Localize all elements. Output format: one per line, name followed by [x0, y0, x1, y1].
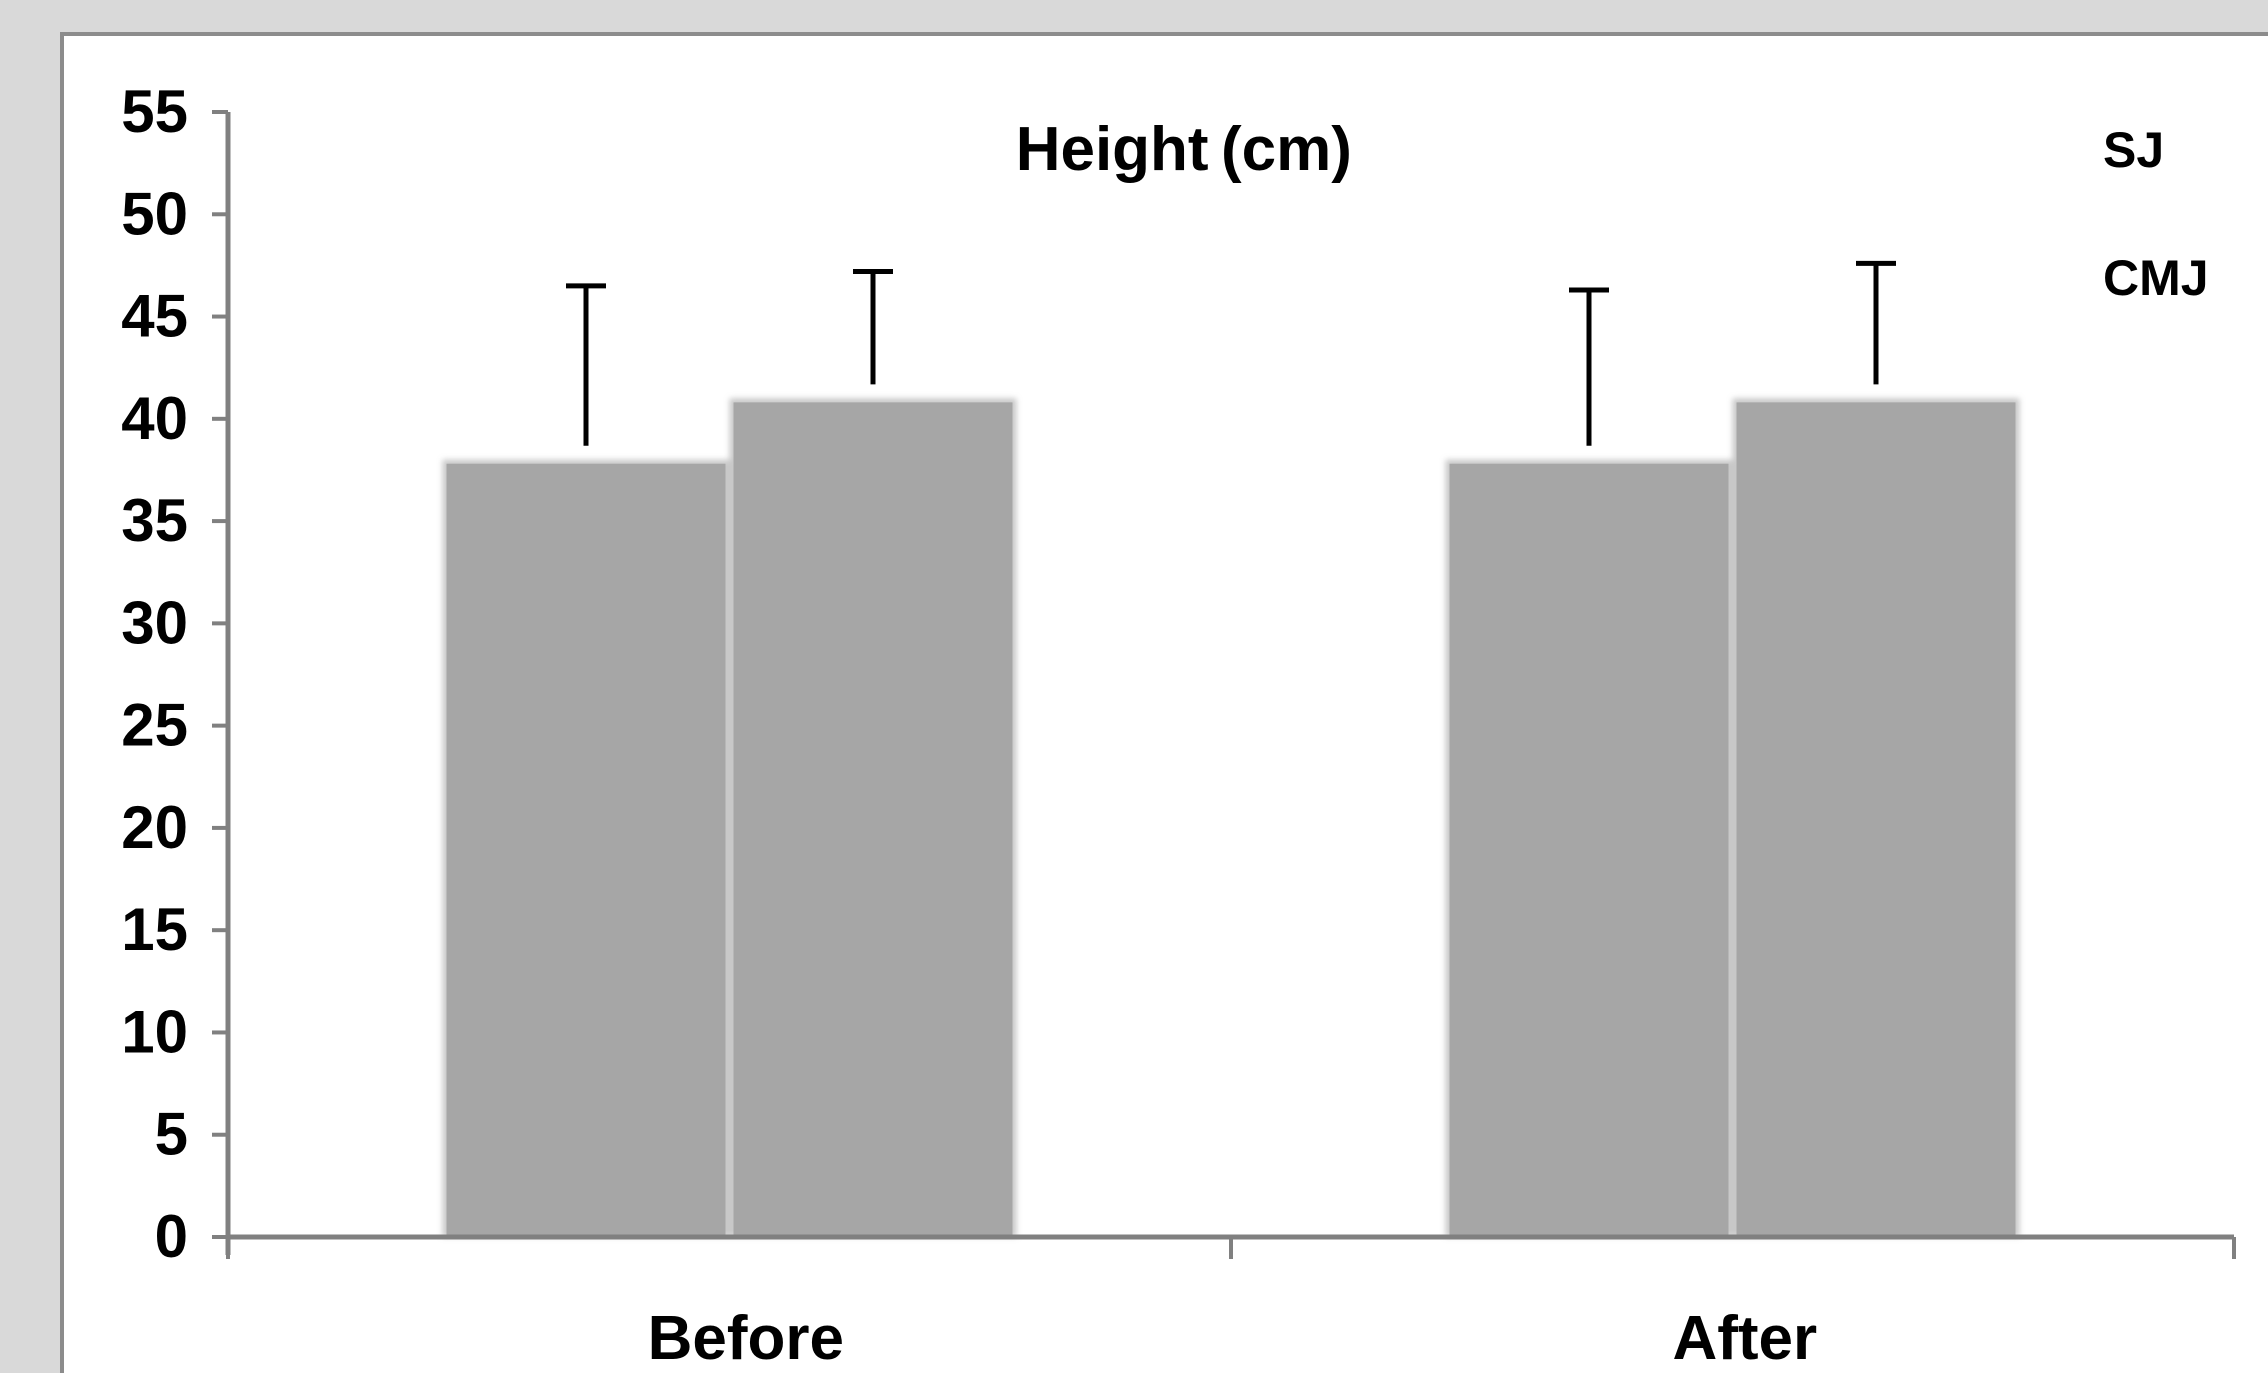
y-tick-label: 0 [155, 1203, 200, 1270]
chart-title: Height (cm) [1016, 115, 1365, 184]
y-tick-label: 40 [121, 385, 200, 452]
bar [446, 463, 726, 1237]
y-tick-label: 25 [121, 692, 200, 759]
legend-label-cmj: CMJ [2103, 250, 2219, 306]
x-tick-label-before: Before [648, 1304, 857, 1373]
y-tick-label: 20 [121, 794, 200, 861]
y-tick-label: 55 [121, 78, 200, 145]
y-tick-label: 5 [155, 1101, 200, 1168]
y-tick-label: 45 [121, 283, 200, 350]
y-tick-label: 30 [121, 589, 200, 656]
y-tick-label: 35 [121, 487, 200, 554]
x-tick-label-after: After [1672, 1304, 1829, 1373]
y-tick-label: 15 [121, 896, 200, 963]
y-tick-label: 10 [121, 998, 200, 1065]
bar [1736, 402, 2016, 1237]
bar [1449, 463, 1729, 1237]
y-tick-label: 50 [121, 180, 200, 247]
bar [733, 402, 1013, 1237]
legend-label-sj: SJ [2103, 122, 2174, 178]
